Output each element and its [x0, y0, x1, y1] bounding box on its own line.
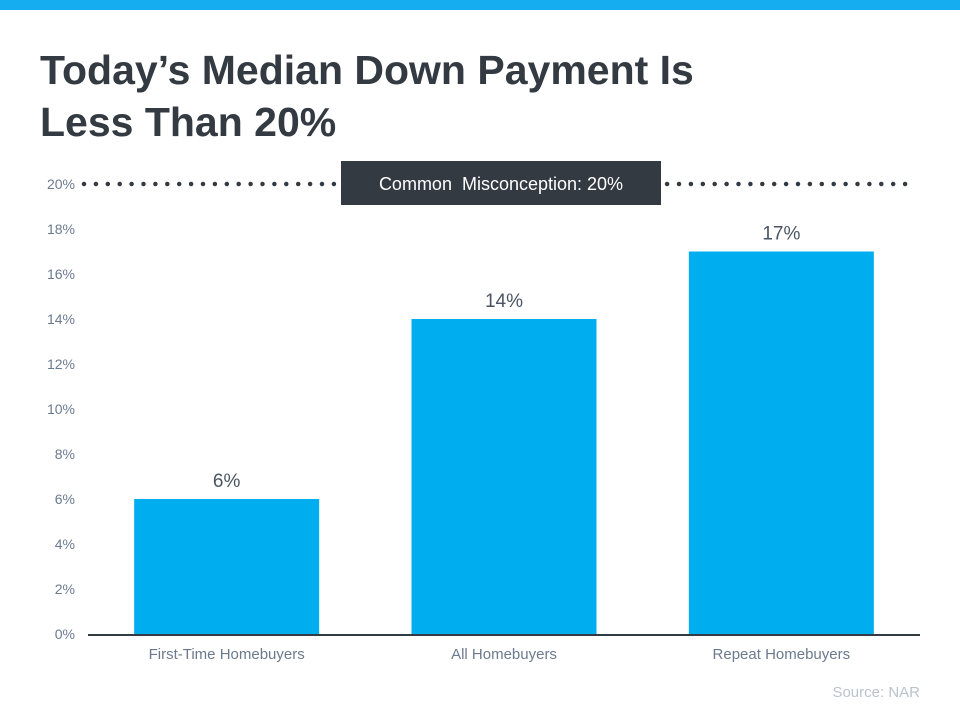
y-tick-label: 8%: [55, 446, 75, 462]
y-tick-label: 6%: [55, 491, 75, 507]
source-note: Source: NAR: [832, 684, 920, 701]
annotation-label: Common Misconception: 20%: [379, 174, 623, 194]
bar-3: [688, 251, 874, 634]
bar-1: [134, 499, 320, 634]
y-tick-label: 20%: [47, 176, 75, 192]
top-accent-bar: [0, 0, 960, 10]
y-tick-label: 16%: [47, 266, 75, 282]
y-tick-label: 18%: [47, 221, 75, 237]
data-label: 17%: [762, 224, 800, 245]
page-title: Today’s Median Down Payment Is Less Than…: [40, 44, 694, 148]
x-tick-label: First-Time Homebuyers: [149, 646, 305, 663]
y-tick-label: 0%: [55, 626, 75, 642]
bar-2: [411, 319, 597, 634]
annotation-box: [341, 161, 661, 205]
data-label: 14%: [485, 291, 523, 312]
title-line-1: Today’s Median Down Payment Is: [40, 47, 694, 93]
y-tick-label: 4%: [55, 536, 75, 552]
y-tick-label: 12%: [47, 356, 75, 372]
x-tick-label: All Homebuyers: [451, 646, 557, 663]
y-tick-label: 14%: [47, 311, 75, 327]
y-tick-label: 2%: [55, 581, 75, 597]
data-label: 6%: [213, 471, 241, 492]
title-line-2: Less Than 20%: [40, 99, 337, 145]
y-tick-label: 10%: [47, 401, 75, 417]
x-tick-label: Repeat Homebuyers: [713, 646, 851, 663]
